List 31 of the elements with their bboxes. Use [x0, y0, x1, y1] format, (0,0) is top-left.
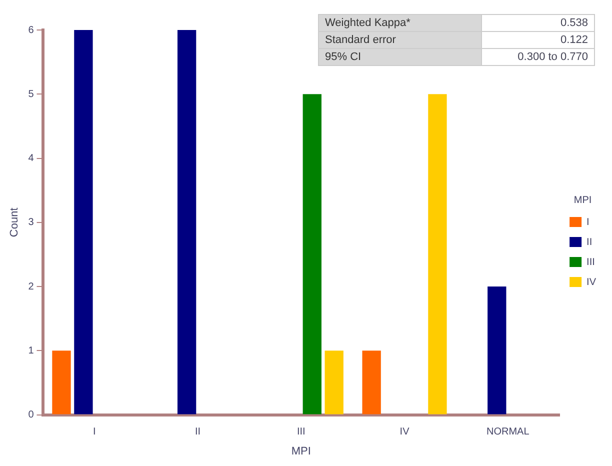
x-tick-label: NORMAL	[486, 426, 530, 438]
annotation: 0.300 to 0.770	[482, 48, 594, 66]
bar	[74, 30, 93, 414]
annotation: Standard error	[318, 32, 482, 48]
legend-label: IV	[586, 276, 596, 288]
bar	[362, 350, 381, 414]
bar	[302, 94, 322, 414]
legend-title: MPI	[574, 194, 592, 206]
bar	[52, 350, 71, 414]
bar	[324, 350, 344, 414]
legend-label: I	[586, 216, 590, 228]
legend-label: III	[586, 256, 595, 268]
statistics-table: Weighted Kappa* 0.538 Standard error 0.122 95% CI 0.300 to 0.770	[318, 14, 595, 66]
bar	[428, 94, 447, 414]
x-tick-label: II	[195, 426, 201, 438]
annotation: 95% CI	[318, 48, 482, 66]
y-tick-label: 3	[28, 217, 34, 228]
y-tick-label: 5	[28, 88, 34, 100]
x-axis-title: MPI	[291, 445, 311, 458]
y-axis-title: Count	[8, 208, 21, 238]
legend-label: II	[586, 236, 592, 248]
x-tick-label: III	[296, 426, 306, 438]
bar	[488, 286, 506, 414]
bar	[177, 30, 196, 414]
y-tick-label: 4	[28, 153, 34, 164]
y-tick-label: 0	[28, 410, 34, 421]
y-tick-label: 1	[28, 345, 34, 356]
y-tick-label: 6	[28, 24, 34, 36]
x-tick-label: I	[93, 426, 96, 438]
x-tick-label: IV	[400, 426, 410, 438]
y-tick-label: 2	[28, 281, 34, 292]
